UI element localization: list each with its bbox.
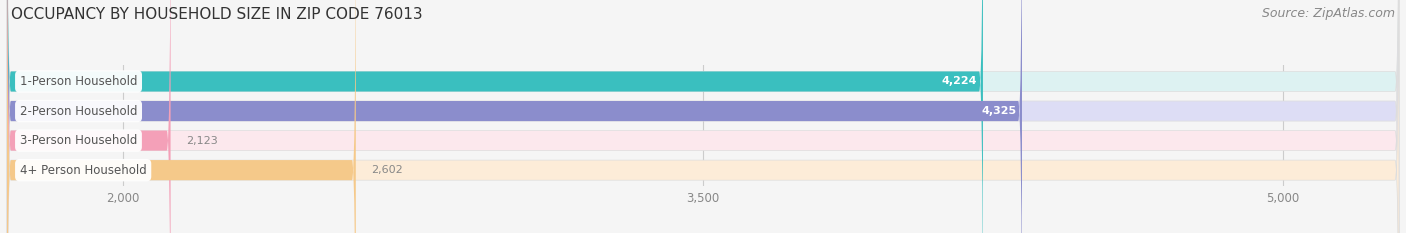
Text: Source: ZipAtlas.com: Source: ZipAtlas.com [1261,7,1395,20]
Text: OCCUPANCY BY HOUSEHOLD SIZE IN ZIP CODE 76013: OCCUPANCY BY HOUSEHOLD SIZE IN ZIP CODE … [11,7,423,22]
FancyBboxPatch shape [7,0,983,233]
Text: 2-Person Household: 2-Person Household [20,105,138,117]
FancyBboxPatch shape [7,0,1399,233]
FancyBboxPatch shape [7,0,356,233]
FancyBboxPatch shape [7,0,1399,233]
FancyBboxPatch shape [7,0,1399,233]
Text: 2,602: 2,602 [371,165,404,175]
Text: 4,325: 4,325 [981,106,1017,116]
Text: 3-Person Household: 3-Person Household [20,134,138,147]
FancyBboxPatch shape [7,0,1022,233]
FancyBboxPatch shape [7,0,170,233]
Text: 4+ Person Household: 4+ Person Household [20,164,146,177]
Text: 1-Person Household: 1-Person Household [20,75,138,88]
Text: 4,224: 4,224 [942,76,977,86]
Text: 2,123: 2,123 [186,136,218,146]
FancyBboxPatch shape [7,0,1399,233]
